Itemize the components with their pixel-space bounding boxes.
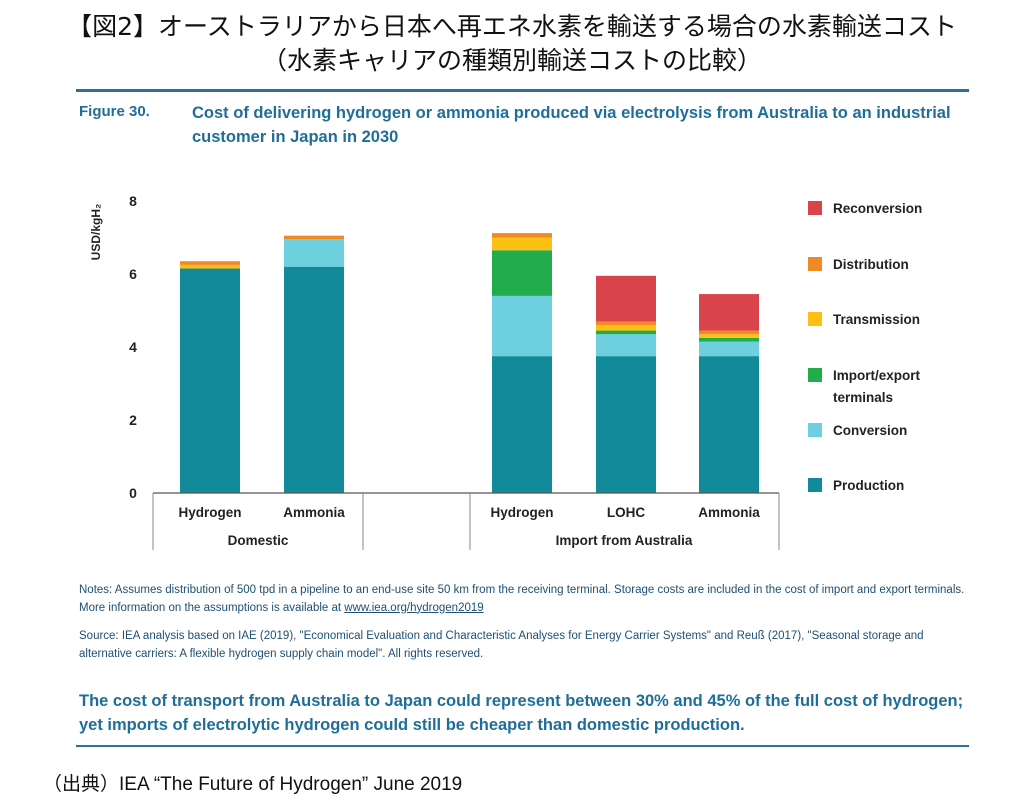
- legend-label: Import/export: [833, 368, 921, 383]
- bar-segment: [492, 356, 552, 493]
- x-tick-label: Hydrogen: [178, 505, 241, 520]
- legend-label: Conversion: [833, 423, 907, 438]
- x-tick-label: Ammonia: [283, 505, 345, 520]
- chart-notes: Notes: Assumes distribution of 500 tpd i…: [79, 582, 969, 617]
- bar-segment: [492, 250, 552, 296]
- bar-segment: [699, 341, 759, 357]
- bar-segment: [699, 356, 759, 493]
- legend-label: Production: [833, 478, 904, 493]
- legend-swatch: [808, 201, 822, 215]
- legend-swatch: [808, 312, 822, 326]
- y-tick-label: 0: [129, 485, 137, 501]
- legend-label: Reconversion: [833, 201, 922, 216]
- page-subtitle: （水素キャリアの種類別輸送コストの比較）: [261, 46, 762, 75]
- legend-swatch: [808, 368, 822, 382]
- legend-swatch: [808, 257, 822, 271]
- bar-segment: [699, 330, 759, 335]
- bar-segment: [284, 266, 344, 493]
- bar-segment: [492, 295, 552, 357]
- bar-segment: [596, 275, 656, 322]
- legend-label: terminals: [833, 390, 893, 405]
- x-tick-label: Ammonia: [698, 505, 760, 520]
- bar-segment: [492, 233, 552, 238]
- y-axis-label: USD/kgH₂: [89, 204, 103, 261]
- legend-label: Transmission: [833, 312, 920, 327]
- bottom-divider: [76, 745, 969, 747]
- y-tick-label: 8: [129, 193, 137, 209]
- notes-link[interactable]: www.iea.org/hydrogen2019: [344, 601, 484, 614]
- page-title: 【図2】オーストラリアから日本へ再エネ水素を輸送する場合の水素輸送コスト: [67, 12, 957, 41]
- bar-segment: [180, 264, 240, 269]
- bar-segment: [699, 337, 759, 342]
- bar-segment: [596, 356, 656, 493]
- figure-label: Figure 30.: [79, 103, 150, 120]
- x-tick-label: Hydrogen: [490, 505, 553, 520]
- y-tick-label: 4: [129, 339, 137, 355]
- chart-source: Source: IEA analysis based on IAE (2019)…: [79, 630, 924, 660]
- group-label: Import from Australia: [556, 533, 693, 548]
- legend-swatch: [808, 478, 822, 492]
- y-tick-label: 2: [129, 412, 137, 428]
- group-label: Domestic: [228, 533, 289, 548]
- bar-segment: [492, 237, 552, 251]
- bar-segment: [284, 239, 344, 267]
- bar-segment: [699, 334, 759, 338]
- key-takeaway: The cost of transport from Australia to …: [79, 692, 964, 734]
- x-tick-label: LOHC: [607, 505, 645, 520]
- legend-swatch: [808, 423, 822, 437]
- bar-segment: [596, 330, 656, 335]
- bar-segment: [284, 235, 344, 240]
- bar-segment: [596, 334, 656, 357]
- figure-title: Cost of delivering hydrogen or ammonia p…: [192, 104, 951, 146]
- y-tick-label: 6: [129, 266, 137, 282]
- top-divider: [76, 89, 969, 92]
- bar-segment: [699, 294, 759, 331]
- bar-segment: [596, 321, 656, 326]
- stacked-bar-chart: USD/kgH₂ 0 2 4 6 8 Hydrogen Ammonia Hydrogen LOHC…: [89, 193, 922, 550]
- bar-segment: [180, 268, 240, 493]
- bar-segment: [596, 325, 656, 331]
- bar-segment: [180, 261, 240, 265]
- legend-label: Distribution: [833, 257, 909, 272]
- notes-text: Notes: Assumes distribution of 500 tpd i…: [79, 584, 965, 614]
- source-credit: （出典）IEA “The Future of Hydrogen” June 20…: [43, 774, 463, 795]
